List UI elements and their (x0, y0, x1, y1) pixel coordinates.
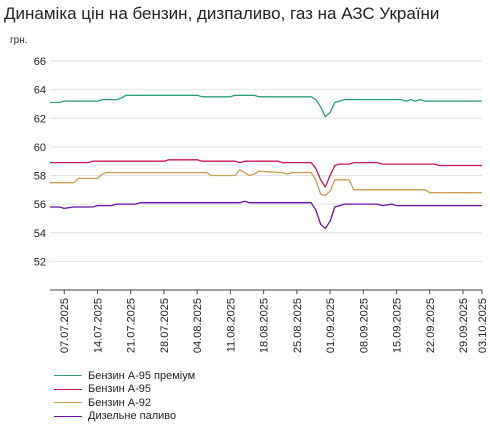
series-lines (50, 94, 482, 230)
y-tick-label: 60 (34, 142, 46, 154)
series-line-0 (50, 94, 482, 118)
x-tick-label: 07.07.2025 (59, 298, 71, 353)
legend-item: Бензин А-95 (54, 383, 195, 397)
x-tick-label: 22.09.2025 (425, 298, 437, 353)
x-tick-label: 14.07.2025 (92, 298, 104, 353)
x-tick-label: 18.08.2025 (259, 298, 271, 353)
x-tick-labels: 07.07.2025 14.07.2025 21.07.2025 28.07.2025… (59, 290, 489, 353)
y-tick-label: 58 (34, 171, 46, 183)
legend-item: Бензин А-92 (54, 396, 195, 410)
legend-label: Бензин А-95 преміум (88, 369, 196, 382)
x-tick-label: 04.08.2025 (192, 298, 204, 353)
legend-item: Дизельне паливо (54, 410, 195, 424)
grid-lines (50, 60, 482, 262)
y-tick-label: 54 (34, 228, 46, 240)
legend-label: Бензин А-92 (88, 396, 151, 409)
x-tick-label: 25.08.2025 (292, 298, 304, 353)
x-tick-label: 11.08.2025 (225, 298, 237, 352)
series-line-2 (50, 169, 482, 197)
legend: Бензин А-95 преміум Бензин А-95 Бензин А-9… (54, 369, 195, 423)
x-tick-label: 28.07.2025 (159, 298, 171, 353)
y-tick-label: 66 (34, 56, 46, 68)
legend-swatch (54, 415, 82, 417)
chart-title: Динаміка цін на бензин, дизпаливо, газ н… (4, 4, 440, 23)
legend-item: Бензин А-95 преміум (54, 369, 195, 383)
legend-label: Бензин А-95 (88, 383, 151, 396)
y-tick-label: 56 (34, 199, 46, 211)
y-axis-label: грн. (10, 35, 28, 46)
y-tick-label: 62 (34, 113, 46, 125)
y-tick-labels: 52 54 56 58 60 62 64 66 (34, 56, 46, 268)
series-line-1 (50, 159, 482, 188)
legend-swatch (54, 375, 82, 377)
x-tick-label: 03.10.2025 (477, 298, 489, 353)
x-tick-label: 08.09.2025 (358, 298, 370, 353)
y-tick-label: 64 (34, 85, 46, 97)
legend-swatch (54, 388, 82, 390)
x-tick-label: 01.09.2025 (325, 298, 337, 353)
series-line-3 (50, 200, 482, 230)
legend-label: Дизельне паливо (88, 410, 177, 423)
x-tick-label: 29.09.2025 (458, 298, 470, 353)
y-tick-label: 52 (34, 256, 46, 268)
x-tick-label: 21.07.2025 (126, 298, 138, 353)
x-tick-label: 15.09.2025 (392, 298, 404, 353)
legend-swatch (54, 402, 82, 404)
